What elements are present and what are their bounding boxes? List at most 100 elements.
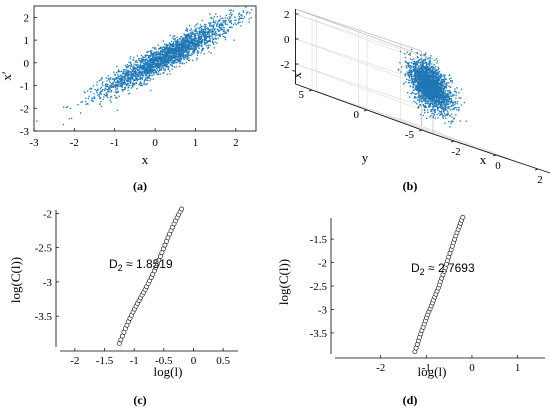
scatter-point (419, 62, 421, 64)
scatter-point (67, 106, 69, 108)
scatter-point (424, 111, 426, 114)
scatter-point (187, 38, 189, 40)
scatter-point (104, 84, 107, 86)
scatter-point (410, 67, 412, 69)
scatter-point (117, 71, 119, 73)
scatter-point (209, 29, 211, 32)
scatter-point (199, 41, 201, 43)
scatter-point (121, 73, 124, 75)
scatter-point (129, 76, 132, 78)
scatter-point (112, 82, 114, 84)
scatter-point (176, 58, 179, 60)
scatter-point (184, 35, 186, 37)
scatter-point (416, 87, 418, 90)
scatter-point (127, 83, 129, 85)
scatter-point (443, 88, 446, 90)
scatter-point (442, 114, 444, 117)
scatter-point (86, 102, 88, 105)
scatter-point (141, 59, 143, 61)
scatter-point (416, 60, 419, 63)
scatter-point (442, 117, 444, 119)
scatter-point (101, 83, 103, 85)
scatter-point (416, 102, 418, 105)
scatter-point (149, 69, 151, 71)
scatter-point (150, 72, 153, 74)
scatter-point (197, 27, 199, 29)
scatter-point (161, 57, 163, 59)
scatter-point (161, 65, 163, 67)
scatter-point (165, 66, 167, 68)
scatter-point (206, 40, 208, 42)
scatter-point (107, 91, 109, 93)
scatter-point (192, 45, 194, 47)
scatter-point (237, 13, 240, 16)
scatter-point (153, 63, 156, 65)
scatter-point (138, 78, 140, 80)
scatter-point (154, 64, 156, 67)
scatter-point (432, 107, 435, 109)
scatter-point (159, 62, 162, 64)
scatter-point (115, 97, 117, 99)
scatter-point (238, 12, 240, 14)
scatter-point (436, 96, 438, 98)
scatter-point (186, 51, 188, 53)
scatter-point (404, 61, 406, 63)
scatter-point (412, 81, 414, 83)
scatter-point (154, 46, 156, 49)
scatter-point (430, 86, 432, 88)
scatter-point (240, 14, 243, 16)
scatter-point (197, 52, 199, 54)
scatter-point (422, 95, 424, 97)
scatter-point (128, 92, 130, 95)
scatter-point (172, 62, 174, 64)
scatter-point (183, 39, 185, 41)
scatter-point (432, 73, 434, 75)
grid-line (295, 13, 434, 65)
scatter-point (430, 109, 433, 111)
scatter-point (438, 70, 441, 73)
scatter-point (185, 41, 188, 43)
scatter-point (153, 47, 156, 50)
scatter-point (447, 107, 449, 109)
scatter-point (162, 67, 164, 69)
scatter-point (450, 92, 452, 94)
scatter-point (441, 110, 443, 112)
scatter-point (129, 67, 131, 69)
scatter-point (128, 70, 130, 73)
scatter-point (443, 81, 445, 84)
scatter-point (135, 72, 137, 75)
scatter-point (406, 67, 408, 69)
scatter-point (406, 64, 408, 66)
scatter-point (166, 52, 169, 54)
scatter-point (146, 61, 148, 64)
scatter-point (187, 33, 189, 35)
scatter-point (194, 46, 197, 48)
scatter-point (132, 73, 135, 75)
scatter-point (214, 33, 216, 36)
scatter-point (218, 19, 220, 22)
scatter-point (440, 82, 442, 84)
scatter-point (167, 62, 169, 64)
scatter-point (408, 79, 410, 81)
scatter-point (443, 82, 445, 85)
scatter-point (151, 66, 154, 69)
scatter-point (233, 39, 235, 41)
scatter-point (180, 56, 182, 58)
scatter-point (116, 72, 118, 74)
scatter-point (184, 41, 186, 43)
scatter-point (230, 22, 233, 25)
scatter-point (68, 118, 71, 120)
scatter-point (124, 74, 126, 76)
scatter-point (160, 62, 162, 65)
scatter-point (133, 67, 135, 69)
grid-line (295, 63, 434, 115)
scatter-point (421, 78, 424, 81)
scatter-point (433, 96, 435, 98)
scatter-point (200, 26, 202, 28)
scatter-point (116, 91, 118, 93)
scatter-point (163, 43, 166, 45)
scatter-point (185, 44, 187, 46)
scatter-point (186, 40, 188, 42)
scatter-point (419, 67, 421, 70)
